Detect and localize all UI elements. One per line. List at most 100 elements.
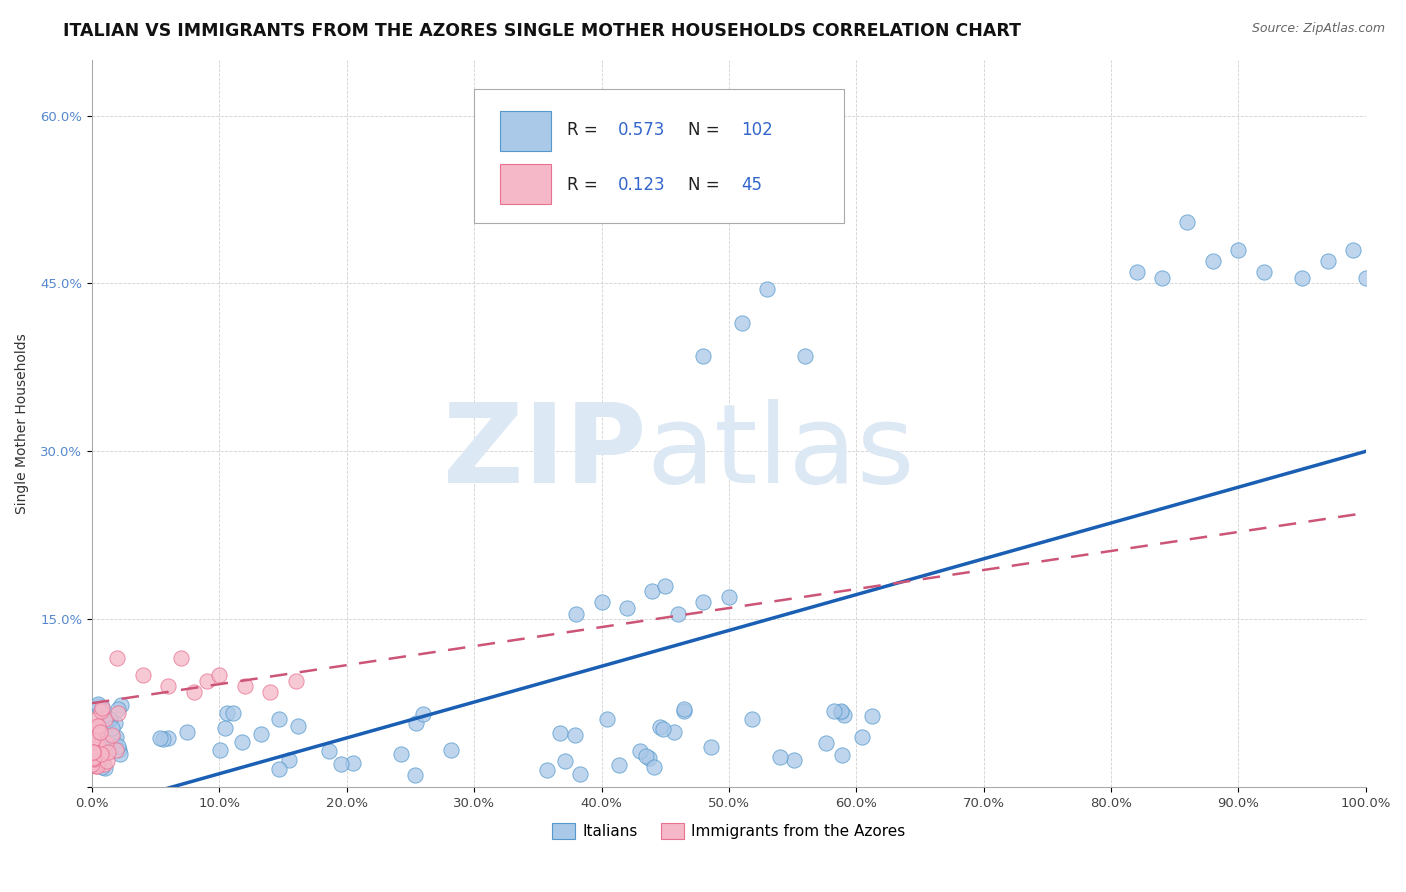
Point <box>101 730 124 744</box>
Point <box>692 595 714 609</box>
Point <box>756 282 779 296</box>
Point <box>90 704 112 718</box>
Point <box>90 701 112 715</box>
Point <box>94 714 117 729</box>
Text: R =: R = <box>567 121 603 139</box>
Point <box>107 651 129 665</box>
Point <box>717 590 740 604</box>
Point <box>110 698 132 712</box>
Point <box>148 731 170 745</box>
Point <box>405 715 427 730</box>
Point <box>662 724 685 739</box>
Point <box>741 712 763 726</box>
Point <box>692 349 714 363</box>
Point <box>87 747 110 761</box>
Point <box>84 719 107 733</box>
Point <box>831 747 853 762</box>
Bar <box>499 163 551 203</box>
Point <box>277 753 299 767</box>
Point <box>1354 271 1376 285</box>
Point <box>87 729 110 743</box>
Point <box>208 668 231 682</box>
Point <box>84 759 107 773</box>
Point <box>87 697 110 711</box>
Point <box>666 607 689 621</box>
Text: N =: N = <box>688 121 725 139</box>
Point <box>637 751 659 765</box>
Point <box>267 763 290 777</box>
Point <box>83 747 105 761</box>
Point <box>104 716 127 731</box>
Point <box>404 768 426 782</box>
Y-axis label: Single Mother Households: Single Mother Households <box>15 333 30 514</box>
Point <box>86 740 108 755</box>
Point <box>83 713 105 727</box>
Point <box>769 750 792 764</box>
Point <box>82 750 104 764</box>
Point <box>643 759 665 773</box>
Point <box>287 719 309 733</box>
Point <box>233 680 256 694</box>
Point <box>100 728 122 742</box>
Point <box>195 673 218 688</box>
Point <box>596 712 619 726</box>
Point <box>830 705 852 719</box>
Point <box>89 725 111 739</box>
Point <box>832 707 855 722</box>
Point <box>673 702 696 716</box>
Point <box>208 743 231 757</box>
Point <box>183 685 205 699</box>
Point <box>84 739 107 753</box>
Point <box>616 601 638 615</box>
Point <box>84 757 107 772</box>
Point <box>564 728 586 742</box>
Point <box>87 698 110 713</box>
Point <box>860 709 883 723</box>
Point <box>152 731 174 746</box>
Point <box>222 706 245 720</box>
Point <box>90 749 112 764</box>
Point <box>231 735 253 749</box>
Point <box>94 745 117 759</box>
Point <box>104 742 127 756</box>
Point <box>1150 271 1173 285</box>
Point <box>82 731 104 746</box>
Point <box>107 739 129 753</box>
Point <box>82 756 104 771</box>
Text: 0.123: 0.123 <box>619 176 665 194</box>
Point <box>82 751 104 765</box>
Point <box>89 754 111 768</box>
Point <box>93 756 115 771</box>
Point <box>94 761 117 775</box>
Point <box>342 756 364 770</box>
Point <box>170 651 193 665</box>
Text: 0.573: 0.573 <box>619 121 665 139</box>
Point <box>91 744 114 758</box>
Point <box>97 745 120 759</box>
Point <box>84 725 107 739</box>
Point <box>565 607 588 621</box>
Text: ZIP: ZIP <box>443 399 647 506</box>
Point <box>86 759 108 773</box>
Point <box>83 752 105 766</box>
Point <box>82 745 104 759</box>
Point <box>157 680 180 694</box>
Point <box>730 316 752 330</box>
Point <box>651 722 673 736</box>
Point <box>830 704 852 718</box>
Point <box>86 747 108 762</box>
FancyBboxPatch shape <box>474 88 844 223</box>
Point <box>83 750 105 764</box>
Point <box>1227 243 1250 257</box>
Point <box>536 763 558 777</box>
Text: 102: 102 <box>741 121 773 139</box>
Point <box>83 734 105 748</box>
Point <box>107 706 129 720</box>
Point <box>82 745 104 759</box>
Point <box>90 747 112 761</box>
Point <box>569 767 592 781</box>
Point <box>1341 243 1364 257</box>
Point <box>815 736 838 750</box>
Point <box>104 731 127 745</box>
Point <box>87 719 110 733</box>
